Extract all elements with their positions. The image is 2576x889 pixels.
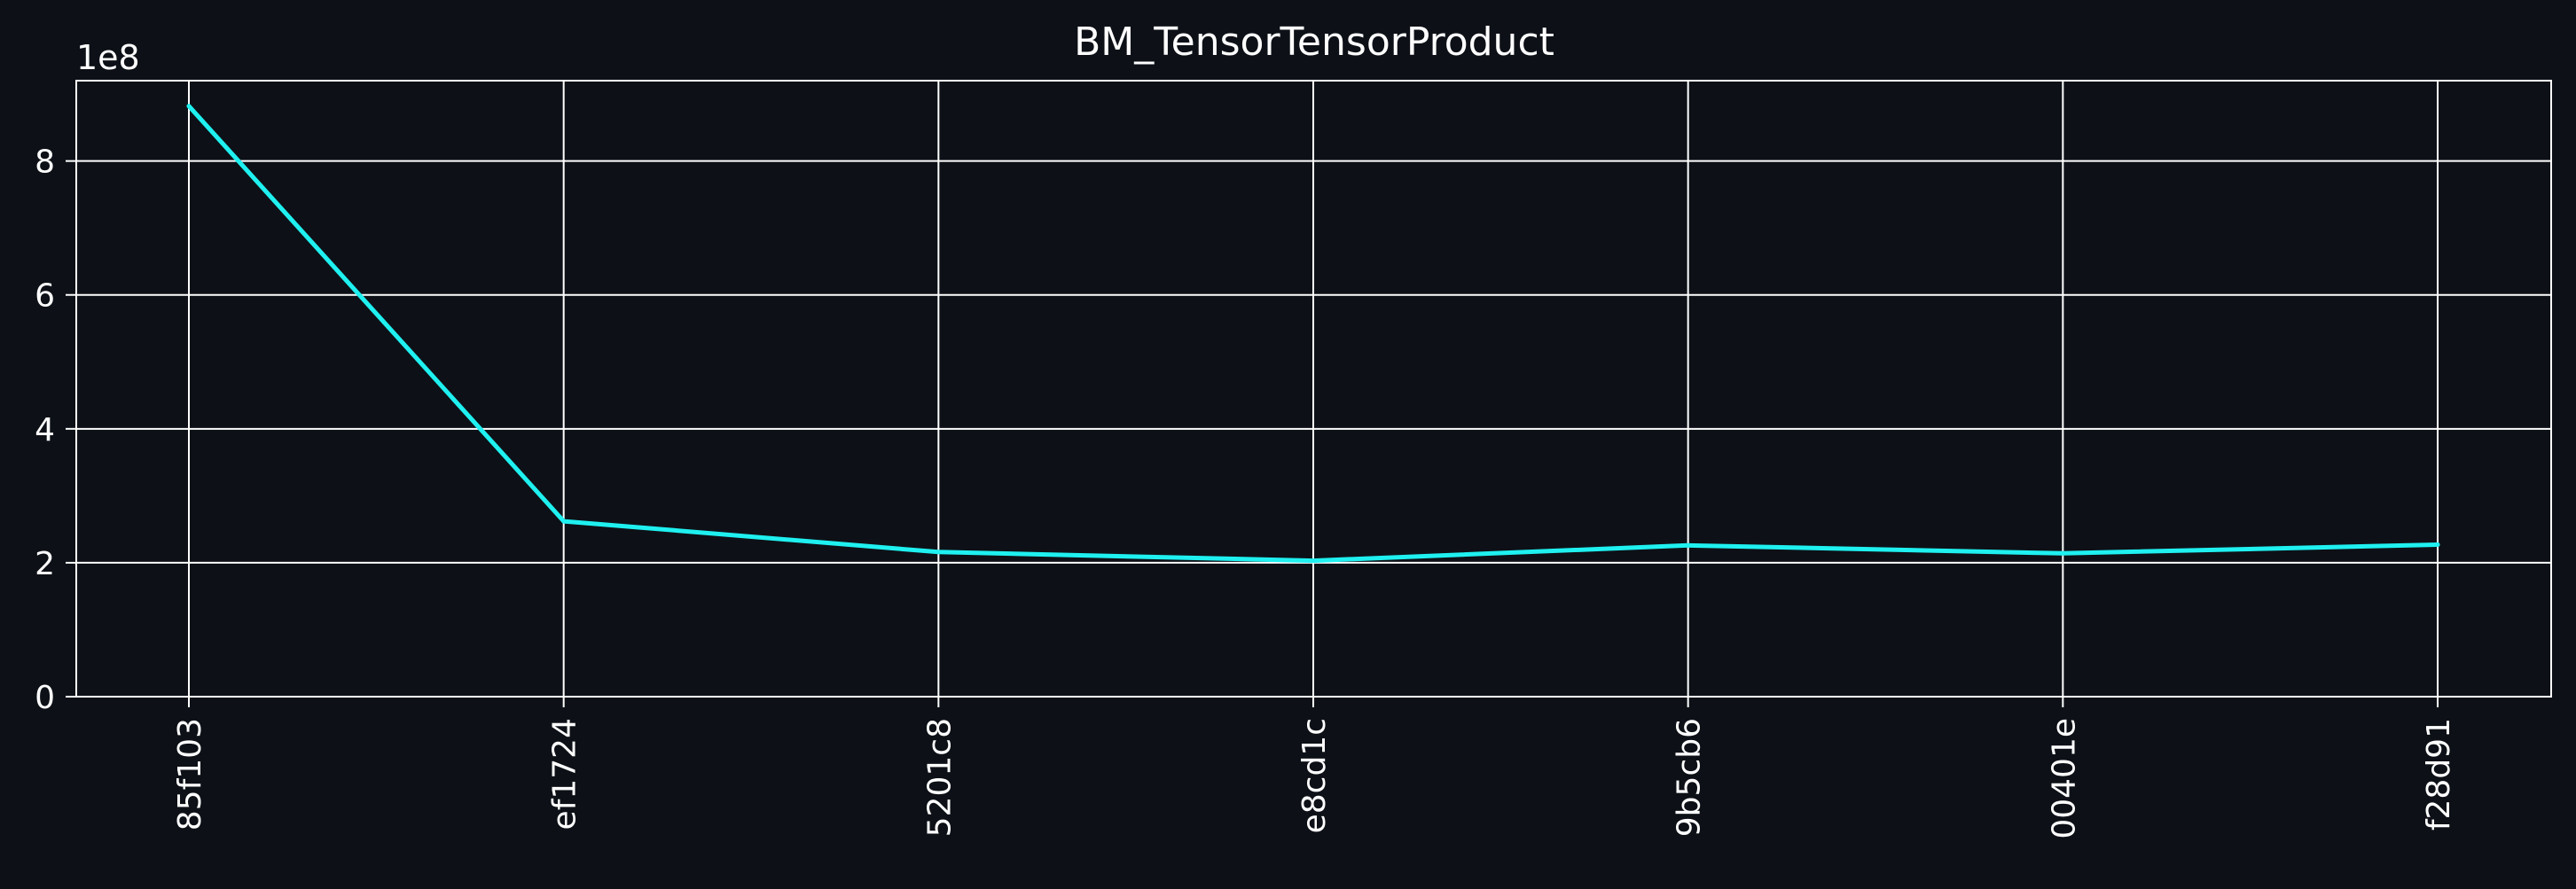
data-point: [2435, 542, 2440, 548]
x-tick-label: 9b5cb6: [1672, 718, 1708, 837]
x-tick-label: 00401e: [2046, 718, 2082, 839]
data-point: [2060, 550, 2065, 556]
x-tick-label: ef1724: [547, 718, 583, 830]
x-tick-label: 85f103: [172, 718, 208, 831]
data-point: [561, 519, 567, 524]
data-point: [186, 104, 192, 109]
x-tick-label: f28d91: [2421, 718, 2457, 831]
series-layer: [186, 104, 2440, 564]
data-point: [1686, 542, 1691, 548]
data-point: [1311, 558, 1316, 564]
x-axis: 85f103 ef1724 5201c8 e8cd1c 9b5cb6 00401e f28d…: [172, 697, 2457, 839]
grid-lines: [76, 81, 2551, 698]
y-tick-label: 2: [35, 546, 55, 582]
x-tick-label: 5201c8: [921, 718, 958, 837]
y-tick-label: 6: [35, 278, 55, 315]
y-tick-label: 8: [35, 144, 55, 181]
y-tick-label: 0: [35, 680, 55, 716]
data-point: [936, 550, 941, 555]
y-tick-label: 4: [35, 412, 55, 448]
y-axis: 0 2 4 6 8: [35, 144, 76, 716]
y-axis-offset-label: 1e8: [76, 38, 140, 77]
chart-title: BM_TensorTensorProduct: [1074, 19, 1554, 65]
x-tick-label: e8cd1c: [1296, 718, 1333, 833]
